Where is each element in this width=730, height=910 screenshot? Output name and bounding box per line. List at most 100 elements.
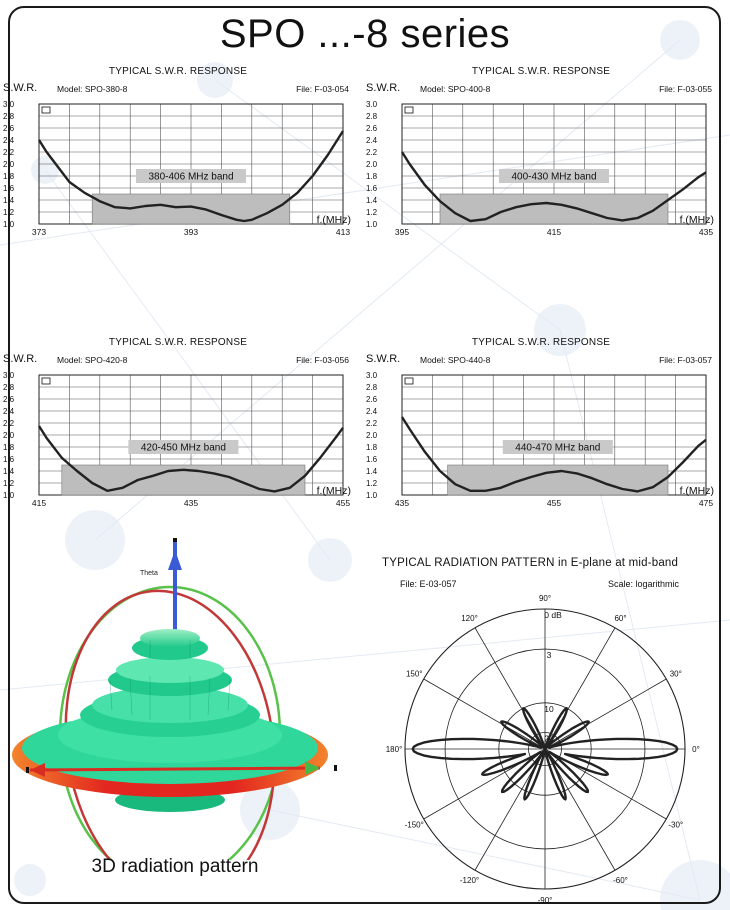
swr-chart-panel-400: TYPICAL S.W.R. RESPONSE S.W.R. Model: SP… — [366, 66, 716, 261]
chart-title: TYPICAL S.W.R. RESPONSE — [471, 337, 611, 348]
y-tick-label: 2.6 — [366, 395, 378, 404]
polar-spoke — [423, 678, 546, 750]
angle-label: -120° — [460, 876, 479, 885]
y-tick-label: 2.0 — [366, 431, 378, 440]
model-label: Model: SPO-400-8 — [420, 84, 491, 94]
legend-marker — [404, 106, 414, 114]
y-tick-label: 3.0 — [366, 100, 378, 109]
y-tick-label: 2.6 — [3, 395, 15, 404]
y-axis-label: S.W.R. — [366, 353, 401, 365]
polar-spoke — [544, 627, 616, 750]
y-tick-label: 2.4 — [366, 136, 378, 145]
radial-label: 0 dB — [544, 610, 562, 620]
model-label: Model: SPO-380-8 — [57, 84, 128, 94]
y-tick-label: 2.2 — [366, 419, 378, 428]
x-axis-label: f.(MHz) — [316, 485, 351, 497]
x-axis-label: f.(MHz) — [316, 214, 351, 226]
y-tick-label: 2.8 — [366, 112, 378, 121]
page-frame — [8, 6, 721, 904]
y-tick-label: 2.8 — [3, 383, 15, 392]
x-tick-label: 415 — [32, 498, 46, 508]
y-tick-label: 1.0 — [3, 220, 15, 229]
y-axis-label: S.W.R. — [3, 353, 38, 365]
y-tick-label: 2.2 — [366, 148, 378, 157]
swr-chart: 1.0 1.2 1.4 1.6 1.8 2.0 2.2 2.4 2.6 2.8 3.0 415 435 4… — [3, 371, 350, 508]
x-tick-label: 455 — [336, 498, 350, 508]
swr-chart-panel-380: TYPICAL S.W.R. RESPONSE S.W.R. Model: SP… — [3, 66, 353, 261]
x-tick-label: 415 — [547, 227, 561, 237]
legend-marker — [41, 377, 51, 385]
y-tick-label: 3.0 — [3, 371, 15, 380]
file-label: File: F-03-056 — [296, 355, 349, 365]
theta-axis-label: Theta — [140, 570, 158, 577]
swr-chart: 1.0 1.2 1.4 1.6 1.8 2.0 2.2 2.4 2.6 2.8 3.0 435 455 4… — [366, 371, 713, 508]
x-tick-label: 413 — [336, 227, 350, 237]
angle-label: -150° — [405, 821, 424, 830]
swr-chart: 1.0 1.2 1.4 1.6 1.8 2.0 2.2 2.4 2.6 2.8 3.0 373 393 4… — [3, 100, 350, 237]
y-tick-label: 1.0 — [366, 491, 378, 500]
y-tick-label: 2.0 — [3, 431, 15, 440]
polar-scale-label: Scale: logarithmic — [608, 579, 680, 589]
y-tick-label: 2.8 — [366, 383, 378, 392]
z-axis-arrow — [168, 550, 182, 570]
band-label: 420-450 MHz band — [141, 443, 226, 454]
angle-label: -60° — [613, 876, 628, 885]
angle-label: 60° — [614, 614, 626, 623]
band-label: 380-406 MHz band — [148, 172, 233, 183]
swr-curve — [400, 151, 707, 223]
y-tick-label: 3.0 — [3, 100, 15, 109]
chart-title: TYPICAL S.W.R. RESPONSE — [108, 337, 248, 348]
swr-curve — [37, 425, 344, 493]
radiation-pattern-curve — [411, 707, 679, 801]
band-label: 440-470 MHz band — [515, 443, 600, 454]
band-region — [91, 193, 291, 225]
chart-title: TYPICAL S.W.R. RESPONSE — [471, 66, 611, 77]
angle-label: 90° — [539, 594, 551, 603]
swr-chart: 1.0 1.2 1.4 1.6 1.8 2.0 2.2 2.4 2.6 2.8 3.0 395 415 4… — [366, 100, 713, 237]
y-tick-label: 1.4 — [3, 467, 15, 476]
angle-label: -30° — [668, 821, 683, 830]
band-label-bg — [136, 169, 246, 183]
angle-label: 0° — [692, 745, 700, 754]
x-tick-label: 435 — [184, 498, 198, 508]
y-tick-label: 1.2 — [366, 479, 378, 488]
x-tick-label: 435 — [395, 498, 409, 508]
band-label-bg — [502, 440, 613, 454]
angle-label: 120° — [461, 614, 478, 623]
y-tick-label: 1.8 — [3, 443, 15, 452]
polar-spoke — [544, 678, 667, 750]
angle-label: 150° — [406, 670, 423, 679]
y-tick-label: 3.0 — [366, 371, 378, 380]
file-label: File: F-03-057 — [659, 355, 712, 365]
page-title: SPO ...-8 series — [219, 12, 511, 56]
y-tick-label: 2.0 — [3, 160, 15, 169]
swr-curve — [37, 130, 345, 223]
band-label-bg — [128, 440, 239, 454]
x-tick-label: 393 — [184, 227, 198, 237]
x-tick-label: 435 — [699, 227, 713, 237]
x-tick-label: 395 — [395, 227, 409, 237]
polar-file-label: File: E-03-057 — [400, 579, 457, 589]
swr-chart-panel-420: TYPICAL S.W.R. RESPONSE S.W.R. Model: SP… — [3, 337, 353, 532]
y-tick-label: 2.2 — [3, 419, 15, 428]
y-tick-label: 1.2 — [3, 208, 15, 217]
file-label: File: F-03-054 — [296, 84, 349, 94]
y-tick-label: 2.6 — [366, 124, 378, 133]
3d-pattern-caption: 3D radiation pattern — [91, 856, 259, 877]
y-tick-label: 1.6 — [366, 184, 378, 193]
y-axis-label: S.W.R. — [3, 82, 38, 94]
y-tick-label: 1.4 — [366, 196, 378, 205]
angle-label: 30° — [670, 670, 682, 679]
polar-spoke — [474, 627, 546, 750]
chart-title: TYPICAL S.W.R. RESPONSE — [108, 66, 248, 77]
x-tick-label: 455 — [547, 498, 561, 508]
x-tick-label: 475 — [699, 498, 713, 508]
y-tick-label: 2.2 — [3, 148, 15, 157]
angle-label: -90° — [538, 896, 553, 905]
y-tick-label: 1.2 — [3, 479, 15, 488]
y-tick-label: 2.6 — [3, 124, 15, 133]
y-tick-label: 2.8 — [3, 112, 15, 121]
x-tick-label: 373 — [32, 227, 46, 237]
y-axis-label: S.W.R. — [366, 82, 401, 94]
legend-marker — [41, 106, 51, 114]
